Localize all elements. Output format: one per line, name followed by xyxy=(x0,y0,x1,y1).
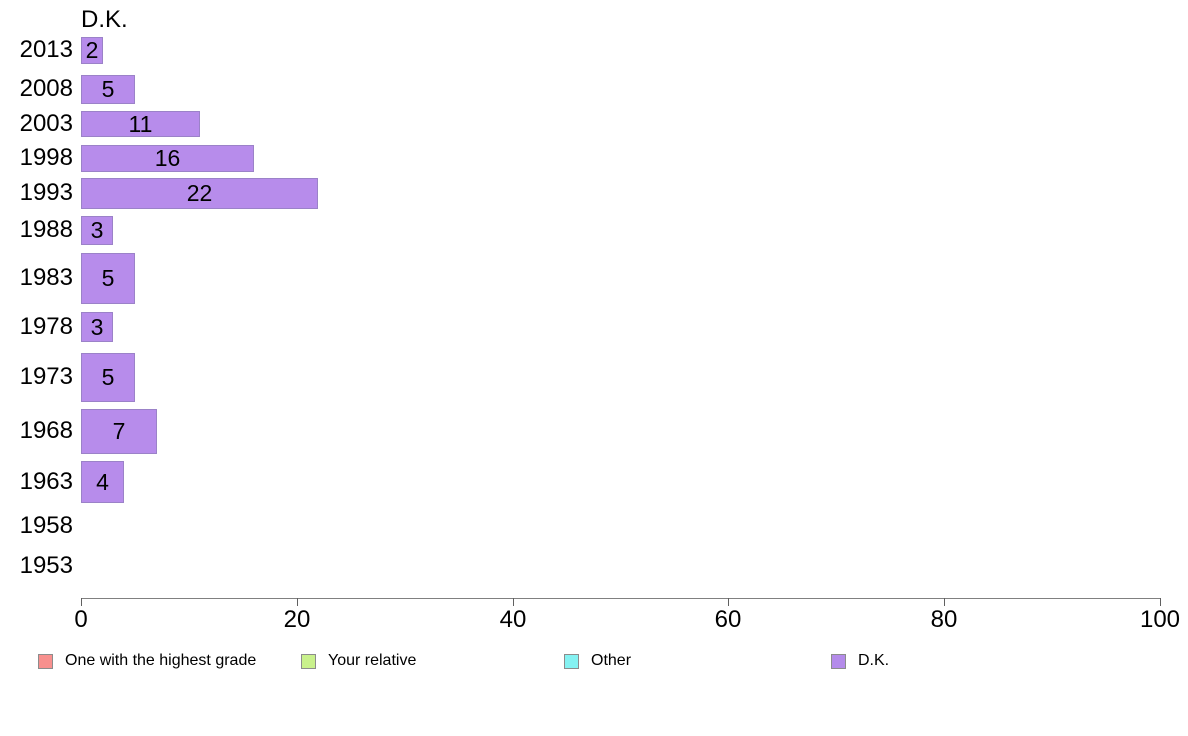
x-axis-line xyxy=(81,598,1160,599)
x-axis-tick-label: 20 xyxy=(283,606,311,633)
year-label: 1968 xyxy=(19,417,73,444)
legend-label: Your relative xyxy=(328,652,417,669)
legend-swatch xyxy=(301,653,316,669)
x-axis-tick xyxy=(1160,598,1161,606)
legend-swatch xyxy=(564,653,579,669)
bar-value-label: 5 xyxy=(101,264,115,291)
legend-swatch xyxy=(38,653,53,669)
legend-swatch xyxy=(831,653,846,669)
x-axis-tick xyxy=(513,598,514,606)
legend-label: One with the highest grade xyxy=(65,652,257,669)
year-label: 1998 xyxy=(19,144,73,171)
x-axis-tick xyxy=(81,598,82,606)
bar-value-label: 3 xyxy=(90,216,104,243)
year-label: 2013 xyxy=(19,36,73,63)
bar: 2 xyxy=(81,36,103,64)
x-axis-tick-label: 40 xyxy=(499,606,527,633)
bar-value-label: 16 xyxy=(154,144,181,171)
legend-item: One with the highest grade xyxy=(38,652,256,670)
x-axis-tick xyxy=(944,598,945,606)
bar: 5 xyxy=(81,352,135,402)
year-label: 2003 xyxy=(19,110,73,137)
year-label: 1958 xyxy=(19,512,73,539)
year-label: 1963 xyxy=(19,468,73,495)
year-label: 1953 xyxy=(19,552,73,579)
bar: 7 xyxy=(81,408,157,454)
year-label: 1988 xyxy=(19,216,73,243)
legend-item: D.K. xyxy=(831,652,889,670)
bar: 11 xyxy=(81,111,200,137)
legend-label: D.K. xyxy=(858,652,890,669)
chart-title: D.K. xyxy=(81,6,128,33)
year-label: 2008 xyxy=(19,75,73,102)
legend-item: Your relative xyxy=(301,652,416,670)
x-axis-tick-label: 60 xyxy=(714,606,742,633)
year-label: 1993 xyxy=(19,179,73,206)
year-label: 1978 xyxy=(19,313,73,340)
bar-value-label: 5 xyxy=(101,75,115,102)
bar-value-label: 2 xyxy=(85,36,99,63)
bar-value-label: 4 xyxy=(96,468,109,495)
bar-value-label: 5 xyxy=(101,363,115,390)
bar: 16 xyxy=(81,144,254,172)
year-label: 1983 xyxy=(19,264,73,291)
bar-value-label: 11 xyxy=(128,110,153,137)
bar: 3 xyxy=(81,312,113,342)
bar: 3 xyxy=(81,215,113,245)
year-label: 1973 xyxy=(19,363,73,390)
x-axis-tick-label: 80 xyxy=(930,606,958,633)
legend-item: Other xyxy=(564,652,631,670)
bar: 5 xyxy=(81,74,135,104)
bar: 22 xyxy=(81,177,318,209)
bar: 5 xyxy=(81,252,135,304)
bar-value-label: 7 xyxy=(112,417,126,444)
bar: 4 xyxy=(81,461,124,503)
legend-label: Other xyxy=(591,652,632,669)
x-axis-tick-label: 0 xyxy=(74,606,88,633)
bar-value-label: 3 xyxy=(90,313,104,340)
bar-value-label: 22 xyxy=(186,179,213,206)
x-axis-tick-label: 100 xyxy=(1139,606,1181,633)
x-axis-tick xyxy=(297,598,298,606)
x-axis-tick xyxy=(728,598,729,606)
